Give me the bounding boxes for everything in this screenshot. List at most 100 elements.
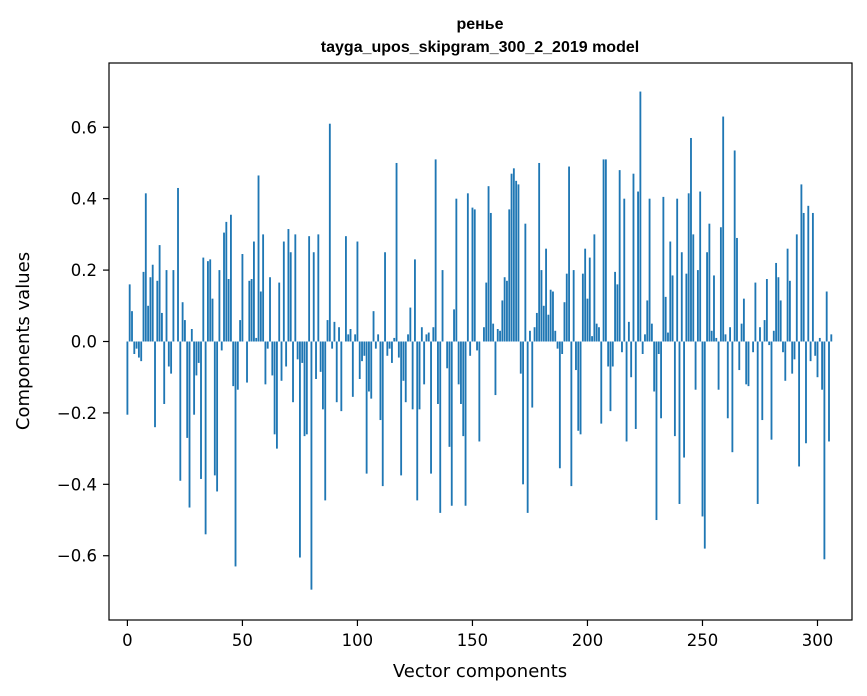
- bar: [793, 341, 796, 360]
- bar: [308, 236, 311, 342]
- bar: [234, 341, 237, 567]
- bar: [547, 314, 550, 342]
- bar: [669, 241, 672, 342]
- bar: [305, 341, 308, 435]
- bar: [540, 270, 543, 342]
- bar: [363, 341, 366, 356]
- bar: [434, 159, 437, 342]
- bar: [517, 184, 520, 342]
- bar: [142, 271, 145, 342]
- bar: [533, 327, 536, 342]
- bar: [250, 279, 253, 342]
- bar: [795, 234, 798, 342]
- bar: [786, 248, 789, 342]
- plot-frame: [108, 62, 853, 621]
- bar: [473, 209, 476, 342]
- bar: [253, 241, 255, 342]
- bar: [634, 341, 637, 429]
- bar: [825, 291, 828, 342]
- bar: [678, 341, 681, 504]
- bar: [167, 341, 170, 367]
- bar: [489, 212, 492, 342]
- bar: [607, 341, 610, 367]
- bar: [807, 205, 810, 342]
- bar: [471, 207, 474, 342]
- bar: [729, 327, 731, 342]
- y-tick-label: 0.6: [71, 118, 97, 137]
- bar: [460, 341, 462, 404]
- bar: [759, 327, 761, 342]
- bar: [420, 327, 423, 342]
- bar: [453, 309, 455, 342]
- bar: [503, 277, 506, 342]
- bar: [791, 341, 794, 374]
- bar: [676, 198, 679, 342]
- bar: [464, 341, 467, 506]
- x-tick-label: 250: [687, 631, 719, 650]
- bar: [600, 341, 603, 424]
- bar: [322, 341, 324, 410]
- bar: [522, 341, 524, 485]
- bar: [699, 191, 702, 342]
- bar: [216, 341, 219, 492]
- bar: [494, 341, 497, 396]
- bar: [501, 300, 504, 342]
- bar: [287, 229, 290, 342]
- bar: [423, 341, 426, 385]
- bar: [186, 341, 189, 438]
- bar: [556, 341, 559, 349]
- bar: [818, 337, 821, 342]
- bar: [326, 320, 329, 342]
- bar: [324, 341, 327, 501]
- bar: [163, 341, 166, 404]
- bar: [248, 280, 251, 342]
- y-tick-label: 0.0: [71, 333, 97, 352]
- bar: [632, 173, 635, 342]
- bar: [151, 264, 154, 342]
- bar: [476, 341, 478, 351]
- bar: [211, 298, 214, 342]
- bar: [262, 234, 265, 342]
- bar: [200, 341, 202, 479]
- x-axis-label: Vector components: [393, 661, 567, 682]
- bar: [230, 214, 232, 342]
- bar: [779, 300, 782, 342]
- bar: [570, 341, 573, 487]
- bar: [220, 341, 223, 351]
- bar: [236, 341, 239, 390]
- bar: [395, 162, 398, 342]
- bar: [183, 320, 186, 342]
- bar: [361, 341, 363, 362]
- bar: [469, 341, 472, 356]
- bar: [602, 159, 605, 342]
- bar: [241, 254, 244, 342]
- bar: [294, 234, 297, 342]
- bar-series: [126, 91, 833, 590]
- bar: [266, 341, 269, 349]
- bar: [752, 341, 755, 353]
- bar: [515, 180, 518, 342]
- bar: [331, 341, 334, 349]
- bar: [347, 334, 350, 342]
- bar: [549, 289, 552, 342]
- bar: [821, 341, 824, 390]
- bar: [687, 193, 690, 342]
- bar: [368, 341, 370, 392]
- bar: [650, 323, 653, 342]
- bar: [598, 327, 600, 342]
- bar: [740, 323, 743, 342]
- bar: [280, 341, 283, 381]
- bar: [209, 259, 212, 342]
- bar: [648, 198, 651, 342]
- bar: [519, 341, 522, 374]
- bar: [206, 261, 209, 342]
- bar: [188, 341, 191, 508]
- x-tick-label: 100: [342, 631, 374, 650]
- bar: [487, 186, 490, 342]
- bar: [655, 341, 658, 521]
- bar: [680, 252, 683, 342]
- bar: [614, 271, 616, 342]
- bar: [137, 341, 140, 358]
- bar: [627, 321, 630, 342]
